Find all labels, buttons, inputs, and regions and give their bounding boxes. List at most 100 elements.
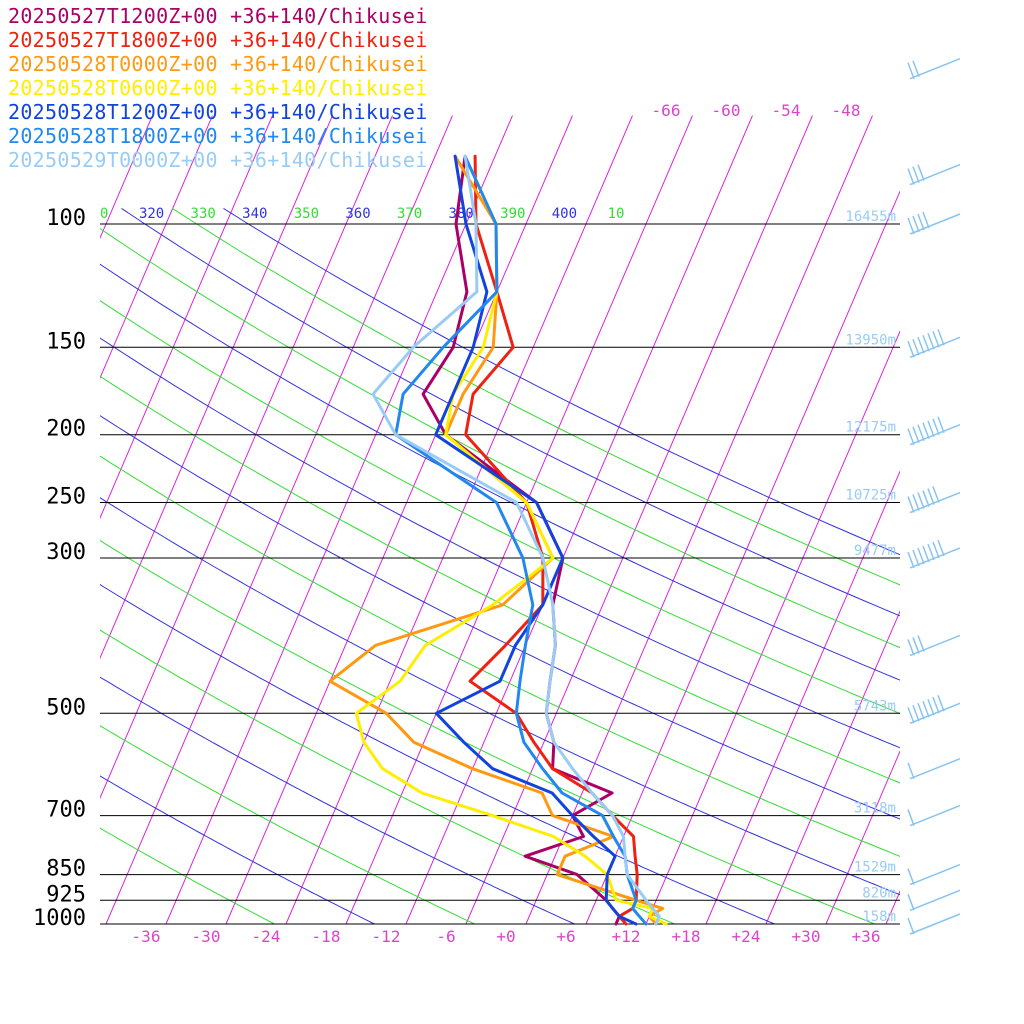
wind-barb-flag — [922, 545, 930, 563]
x-tick-label: +0 — [496, 927, 515, 946]
wind-barb-flag — [937, 539, 945, 557]
legend-entry: 20250527T1200Z+00 +36+140/Chikusei — [8, 4, 428, 28]
wind-barb-shaft — [909, 889, 961, 911]
theta-label: 350 — [294, 206, 319, 222]
x-tick-label: -18 — [312, 927, 341, 946]
x-tick-label: +18 — [672, 927, 701, 946]
isobar-lines — [100, 223, 900, 925]
theta-label: 360 — [345, 206, 370, 222]
isotherm-line — [100, 115, 393, 800]
series-line — [434, 154, 638, 926]
wind-barb-flag — [907, 707, 915, 724]
dry-adiabat-line — [223, 207, 900, 556]
dry-adiabat-line — [100, 300, 900, 715]
wind-barb-flag — [932, 697, 940, 714]
wind-barb-flag — [917, 337, 925, 354]
height-label: 12175m — [845, 420, 896, 436]
wind-barb-shaft — [909, 913, 961, 935]
legend-entry: 20250528T0000Z+00 +36+140/Chikusei — [8, 52, 428, 76]
isotherm-line — [100, 115, 273, 520]
theta-label: 10 — [608, 206, 625, 222]
wind-barb-flag — [907, 168, 915, 185]
pressure-level-label: 300 — [46, 540, 86, 565]
pressure-level-label: 1000 — [33, 906, 86, 931]
wind-barb-flag — [917, 492, 925, 509]
pressure-level-label: 250 — [46, 485, 86, 510]
wind-barb-flag — [907, 496, 915, 513]
wind-barb-flag — [912, 426, 920, 443]
isotherm-line — [225, 115, 573, 924]
series-line — [328, 154, 665, 926]
isotherm-line — [405, 115, 753, 924]
dry-adiabat-line — [172, 207, 900, 586]
wind-barb-flag — [912, 637, 920, 654]
isotherm-line — [165, 115, 513, 924]
wind-barb-flag — [932, 418, 940, 435]
x-tick-label: +36 — [852, 927, 881, 946]
height-label: 10725m — [845, 488, 896, 504]
wind-barb-flag — [907, 62, 915, 79]
x-tick-label: -12 — [372, 927, 401, 946]
height-label: 820m — [862, 885, 896, 901]
wind-barb-flag — [922, 490, 930, 507]
wind-barb-shaft — [909, 758, 961, 780]
x-tick-label: +24 — [732, 927, 761, 946]
x-tick-label: -6 — [436, 927, 455, 946]
theta-label: 320 — [139, 206, 164, 222]
wind-barb-flag — [907, 551, 915, 569]
theta-label: 380 — [449, 206, 474, 222]
isotherm-top-label: -48 — [832, 101, 861, 120]
dry-adiabat-line — [100, 375, 900, 784]
pressure-level-label: 150 — [46, 329, 86, 354]
dry-adiabat-line — [100, 227, 900, 649]
height-label: 13950m — [845, 332, 896, 348]
wind-barb-flag — [917, 213, 925, 231]
dry-adiabat-line — [100, 415, 900, 820]
wind-barb-flag — [907, 762, 915, 779]
x-tick-label: +30 — [792, 927, 821, 946]
theta-label: 340 — [242, 206, 267, 222]
isotherm-top-labels: -66 -60 -54 -48 — [652, 101, 861, 120]
legend-entry: 20250527T1800Z+00 +36+140/Chikusei — [8, 28, 428, 52]
theta-label: 400 — [552, 206, 577, 222]
wind-barb-flag — [922, 335, 930, 352]
wind-barb-shaft — [909, 804, 961, 827]
wind-barb-flag — [917, 547, 925, 565]
wind-barb-flag — [927, 543, 935, 561]
height-label: 158m — [862, 909, 896, 925]
isotherm-line — [825, 750, 900, 924]
x-tick-label: -36 — [132, 927, 161, 946]
isotherm-top-label: -60 — [712, 101, 741, 120]
height-label: 5743m — [854, 698, 896, 714]
isotherm-top-label: -66 — [652, 101, 681, 120]
wind-barb-flag — [912, 215, 920, 233]
legend-entry: 20250528T0600Z+00 +36+140/Chikusei — [8, 76, 428, 100]
wind-barb-flag — [932, 486, 940, 503]
pressure-level-label: 500 — [46, 695, 86, 720]
wind-barb-flag — [912, 705, 920, 722]
wind-barb-flag — [912, 494, 920, 511]
x-tick-label: +6 — [556, 927, 575, 946]
x-tick-label: -24 — [252, 927, 281, 946]
isotherm-line — [100, 115, 213, 380]
isotherm-line — [285, 115, 633, 924]
series-line — [354, 154, 668, 926]
theta-label: 0 — [100, 206, 108, 222]
pressure-level-label: 925 — [46, 882, 86, 907]
pressure-level-label: 100 — [46, 206, 86, 231]
wind-barb-shaft — [909, 863, 961, 886]
dry-adiabat-line — [100, 263, 900, 681]
series-line — [371, 154, 661, 926]
legend-entry: 20250529T0000Z+00 +36+140/Chikusei — [8, 148, 428, 172]
isotherm-line — [105, 115, 453, 924]
theta-label: 330 — [191, 206, 216, 222]
legend-entry: 20250528T1200Z+00 +36+140/Chikusei — [8, 100, 428, 124]
x-axis-tick-labels: -36 -30 -24 -18 -12 -6 +0 +6 +12 +18 +24 +30 +36 — [132, 927, 881, 946]
dry-adiabat-line — [100, 455, 900, 857]
wind-barb-flag — [907, 217, 915, 235]
height-label: 3118m — [854, 801, 896, 817]
height-label: 16455m — [845, 209, 896, 225]
legend-entry: 20250528T1800Z+00 +36+140/Chikusei — [8, 124, 428, 148]
